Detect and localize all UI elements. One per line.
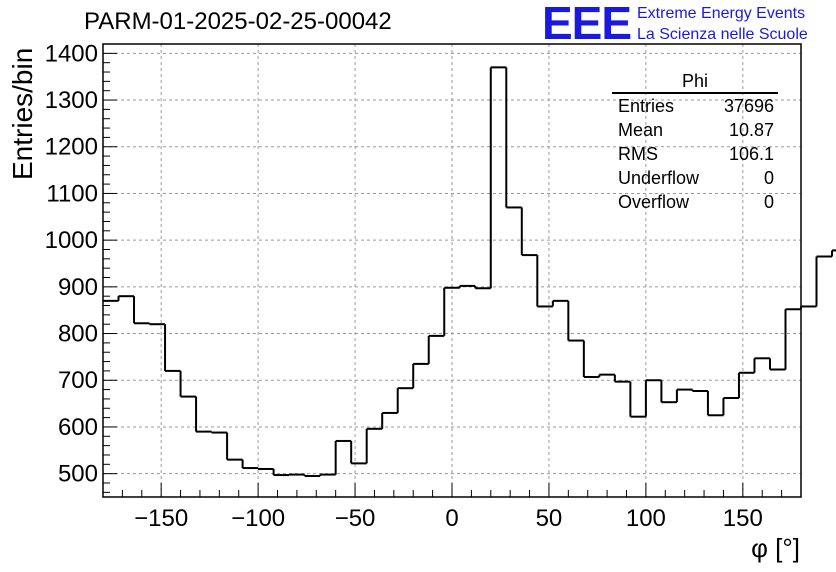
- y-tick-label: 900: [58, 274, 98, 301]
- stats-box: Phi Entries 37696 Mean 10.87 RMS 106.1 U…: [612, 70, 778, 214]
- y-tick-label: 1100: [46, 180, 98, 207]
- stats-label: Mean: [618, 120, 664, 140]
- stats-row-entries: Entries 37696: [612, 94, 778, 118]
- y-tick-label: 500: [58, 461, 98, 488]
- stats-label: Overflow: [618, 192, 690, 212]
- stats-value: 37696: [723, 96, 774, 116]
- organization-text: Extreme Energy Events La Scienza nelle S…: [637, 3, 808, 45]
- x-tick-label: 0: [445, 505, 458, 532]
- x-axis-label: φ [°]: [751, 533, 800, 563]
- stats-row-rms: RMS 106.1: [612, 142, 778, 166]
- stats-value: 0: [763, 192, 774, 212]
- y-axis-label: Entries/bin: [7, 48, 38, 180]
- stats-label: RMS: [618, 144, 658, 164]
- run-title: PARM-01-2025-02-25-00042: [84, 8, 392, 35]
- x-tick-label: −50: [335, 505, 376, 532]
- y-tick-label: 800: [58, 321, 98, 348]
- stats-row-mean: Mean 10.87: [612, 118, 778, 142]
- x-tick-label: −100: [231, 505, 285, 532]
- x-tick-label: 100: [626, 505, 666, 532]
- organization-line-1: Extreme Energy Events: [637, 5, 806, 22]
- y-tick-label: 600: [58, 414, 98, 441]
- stats-row-underflow: Underflow 0: [612, 166, 778, 190]
- y-tick-label: 1200: [45, 134, 98, 161]
- x-tick-label: −150: [134, 505, 188, 532]
- y-tick-label: 700: [58, 367, 98, 394]
- stats-value: 106.1: [728, 144, 774, 164]
- stats-value: 10.87: [728, 120, 774, 140]
- y-axis: 500 600 700 800 900 1000 1100 1200 1300 1400: [45, 40, 117, 493]
- stats-label: Entries: [618, 96, 675, 116]
- eee-logo: EEE: [542, 0, 632, 49]
- histogram-series: [103, 66, 836, 477]
- y-tick-label: 1000: [45, 227, 98, 254]
- stats-row-overflow: Overflow 0: [612, 190, 778, 214]
- y-tick-label: 1300: [45, 87, 98, 114]
- y-tick-label: 1400: [45, 40, 98, 67]
- x-tick-label: 150: [723, 505, 763, 532]
- stats-value: 0: [763, 168, 774, 188]
- stats-label: Underflow: [618, 168, 700, 188]
- x-axis: −150 −100 −50 0 50 100 150: [121, 483, 783, 532]
- stats-box-title: Phi: [612, 70, 778, 94]
- organization-line-2: La Scienza nelle Scuole: [637, 26, 808, 43]
- x-tick-label: 50: [536, 505, 563, 532]
